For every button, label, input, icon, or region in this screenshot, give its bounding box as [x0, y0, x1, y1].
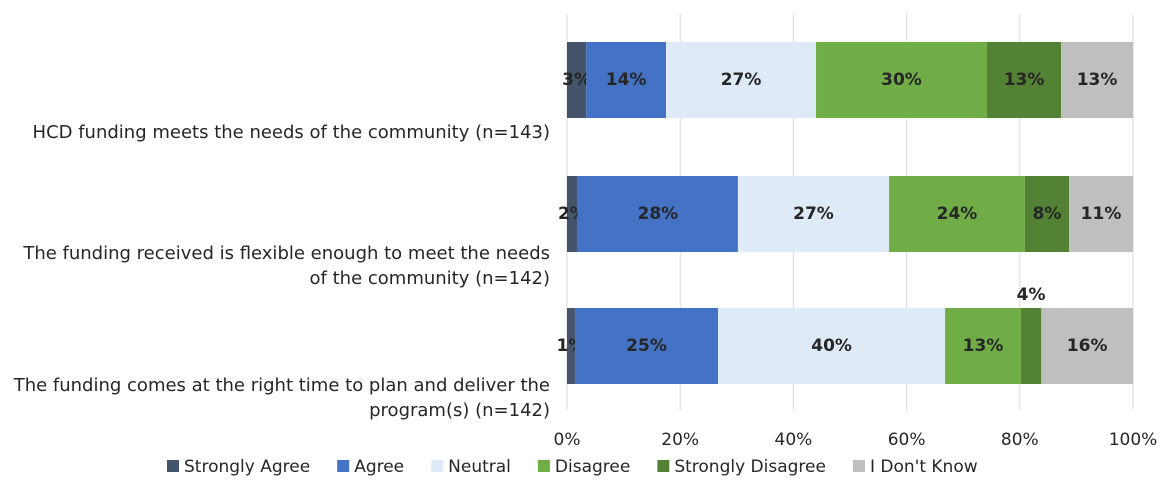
- bar-segment: [577, 176, 738, 252]
- legend-label: Disagree: [555, 457, 630, 477]
- legend-label: I Don't Know: [870, 457, 978, 477]
- bar-segment: [666, 42, 817, 118]
- bar-segment: [718, 308, 946, 384]
- legend-swatch: [167, 460, 179, 472]
- legend-label: Strongly Disagree: [674, 457, 826, 477]
- legend-swatch: [337, 460, 350, 472]
- data-label: 27%: [793, 204, 834, 224]
- category-label: The funding comes at the right time to p…: [13, 375, 550, 421]
- category-label: The funding received is flexible enough …: [23, 243, 550, 289]
- bar-segment: [567, 176, 578, 252]
- bar-segment: [1061, 42, 1133, 118]
- bar-segment: [567, 308, 575, 384]
- bar-segment: [1020, 308, 1042, 384]
- data-label: 16%: [1067, 336, 1108, 356]
- legend-swatch: [657, 460, 670, 472]
- bar-segment: [1041, 308, 1133, 384]
- data-label: 13%: [963, 336, 1004, 356]
- data-label: 3%: [562, 70, 591, 90]
- bar-segment: [986, 42, 1062, 118]
- bar-segment: [889, 176, 1025, 252]
- data-label: 13%: [1004, 70, 1045, 90]
- bar-segment: [1024, 176, 1070, 252]
- data-label: 8%: [1033, 204, 1062, 224]
- data-label: 40%: [811, 336, 852, 356]
- category-label: HCD funding meets the needs of the commu…: [32, 121, 550, 143]
- legend-swatch: [852, 460, 865, 472]
- x-tick-label: 40%: [775, 430, 813, 450]
- bar-segment: [737, 176, 890, 252]
- legend-label: Agree: [354, 457, 404, 477]
- x-tick-label: 0%: [554, 430, 581, 450]
- data-label: 13%: [1077, 70, 1118, 90]
- bar-segment: [567, 42, 587, 118]
- bar-segment: [816, 42, 987, 118]
- legend-swatch: [537, 460, 550, 472]
- data-label: 11%: [1081, 204, 1122, 224]
- bar-segment: [1069, 176, 1133, 252]
- x-tick-label: 80%: [1001, 430, 1039, 450]
- x-tick-label: 100%: [1109, 430, 1158, 450]
- bar-segment: [945, 308, 1021, 384]
- data-label: 28%: [637, 204, 678, 224]
- data-label: 25%: [626, 336, 667, 356]
- x-tick-label: 60%: [888, 430, 926, 450]
- data-label: 24%: [937, 204, 978, 224]
- legend-label: Neutral: [448, 457, 511, 477]
- data-label: 4%: [1017, 285, 1046, 305]
- bar-segment: [586, 42, 667, 118]
- x-tick-label: 20%: [661, 430, 699, 450]
- data-label: 27%: [721, 70, 762, 90]
- legend-label: Strongly Agree: [184, 457, 310, 477]
- bar-segment: [574, 308, 719, 384]
- data-label: 30%: [881, 70, 922, 90]
- legend-swatch: [431, 460, 444, 472]
- data-label: 14%: [606, 70, 647, 90]
